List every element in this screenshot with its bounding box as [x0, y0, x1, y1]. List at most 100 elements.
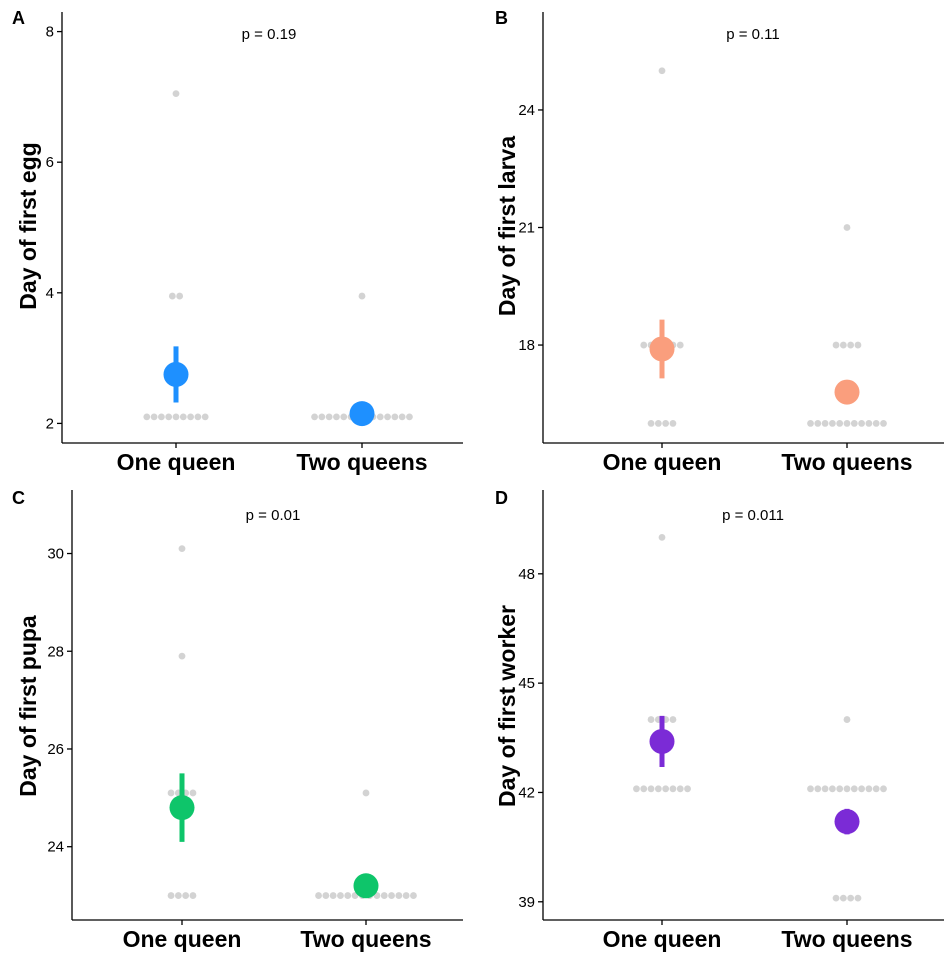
raw-data-point — [189, 789, 197, 797]
raw-data-point — [829, 785, 836, 793]
raw-data-point — [843, 716, 851, 723]
mean-point — [834, 379, 860, 405]
x-tick-label: Two queens — [781, 449, 912, 475]
y-tick-label: 42 — [518, 784, 535, 801]
raw-data-point — [344, 892, 352, 899]
raw-data-point — [329, 892, 337, 899]
y-tick-label: 24 — [518, 102, 535, 119]
raw-data-point — [821, 785, 829, 793]
raw-data-point — [821, 420, 829, 427]
raw-data-point — [880, 420, 887, 427]
y-axis-label: Day of first egg — [15, 142, 41, 309]
mean-point — [169, 795, 195, 821]
y-tick-label: 4 — [46, 285, 54, 302]
raw-data-point — [322, 892, 330, 899]
raw-data-point — [654, 785, 662, 793]
raw-data-point — [836, 420, 844, 427]
raw-data-point — [194, 413, 202, 421]
y-tick-label: 26 — [47, 741, 64, 758]
raw-data-point — [640, 785, 648, 793]
raw-data-point — [807, 785, 814, 793]
y-tick-label: 39 — [518, 894, 535, 911]
x-tick-label: One queen — [123, 926, 242, 952]
raw-data-point — [337, 892, 344, 899]
raw-data-point — [662, 420, 670, 427]
raw-data-point — [388, 892, 395, 899]
raw-data-point — [410, 892, 417, 899]
raw-data-point — [858, 420, 865, 427]
y-tick-label: 24 — [47, 839, 64, 856]
raw-data-point — [839, 894, 847, 902]
raw-data-point — [311, 413, 318, 421]
raw-data-point — [669, 420, 677, 427]
raw-data-point — [843, 224, 851, 231]
raw-data-point — [179, 413, 187, 421]
raw-data-point — [376, 413, 384, 421]
y-tick-label: 18 — [518, 337, 535, 354]
raw-data-point — [333, 413, 340, 421]
raw-data-point — [172, 413, 180, 421]
raw-data-point — [669, 785, 677, 793]
raw-data-point — [315, 892, 322, 899]
raw-data-point — [662, 785, 670, 793]
panel-c: 24 26 28 30 One queen Two queens Day of first … — [12, 488, 463, 952]
raw-data-point — [174, 892, 182, 899]
raw-data-point — [143, 413, 151, 421]
raw-data-point — [362, 789, 370, 797]
mean-point — [349, 401, 375, 427]
y-tick-label: 2 — [46, 415, 54, 432]
raw-data-point — [172, 90, 180, 98]
raw-data-point — [684, 785, 691, 793]
raw-data-point — [850, 785, 858, 793]
panel-d: 39 42 45 48 One queen Two queens Day of first … — [494, 488, 944, 952]
raw-data-point — [832, 894, 840, 902]
raw-data-point — [829, 420, 836, 427]
raw-data-point — [858, 785, 865, 793]
raw-data-point — [182, 892, 190, 899]
raw-data-point — [676, 785, 684, 793]
y-tick-label: 45 — [518, 675, 535, 692]
raw-data-point — [640, 341, 648, 349]
raw-data-point — [807, 420, 814, 427]
raw-data-point — [384, 413, 391, 421]
raw-data-point — [814, 420, 822, 427]
x-tick-label: One queen — [603, 449, 722, 475]
raw-data-point — [839, 341, 847, 349]
raw-data-point — [178, 545, 186, 553]
raw-data-point — [814, 785, 822, 793]
raw-data-point — [167, 789, 175, 797]
panel-a: 2 4 6 8 One queen Two queens Day of first egg A… — [12, 8, 463, 475]
raw-data-point — [406, 413, 413, 421]
raw-data-point — [647, 785, 655, 793]
raw-data-point — [633, 785, 640, 793]
raw-data-point — [872, 785, 880, 793]
raw-data-point — [167, 892, 175, 899]
raw-data-point — [318, 413, 326, 421]
raw-data-point — [872, 420, 880, 427]
y-axis-label: Day of first pupa — [15, 615, 41, 797]
raw-data-point — [187, 413, 195, 421]
y-axis-label: Day of first worker — [494, 605, 520, 807]
x-tick-label: Two queens — [300, 926, 431, 952]
y-tick-label: 6 — [46, 154, 54, 171]
raw-data-point — [158, 413, 165, 421]
raw-data-point — [176, 292, 184, 300]
raw-data-point — [340, 413, 348, 421]
panel-b: 18 21 24 One queen Two queens Day of first la… — [494, 8, 944, 475]
raw-data-point — [854, 894, 862, 902]
p-value-annotation: p = 0.11 — [726, 26, 780, 43]
raw-data-point — [168, 292, 176, 300]
raw-data-point — [676, 341, 684, 349]
mean-point — [163, 361, 189, 387]
raw-data-point — [165, 413, 173, 421]
panel-letter: B — [495, 8, 508, 28]
raw-data-point — [402, 892, 410, 899]
panel-letter: D — [495, 488, 508, 508]
x-tick-label: One queen — [603, 926, 722, 952]
raw-data-point — [150, 413, 158, 421]
p-value-annotation: p = 0.19 — [242, 26, 297, 43]
raw-data-point — [865, 785, 873, 793]
raw-data-point — [189, 892, 197, 899]
raw-data-point — [669, 716, 677, 723]
panel-letter: A — [12, 8, 25, 28]
